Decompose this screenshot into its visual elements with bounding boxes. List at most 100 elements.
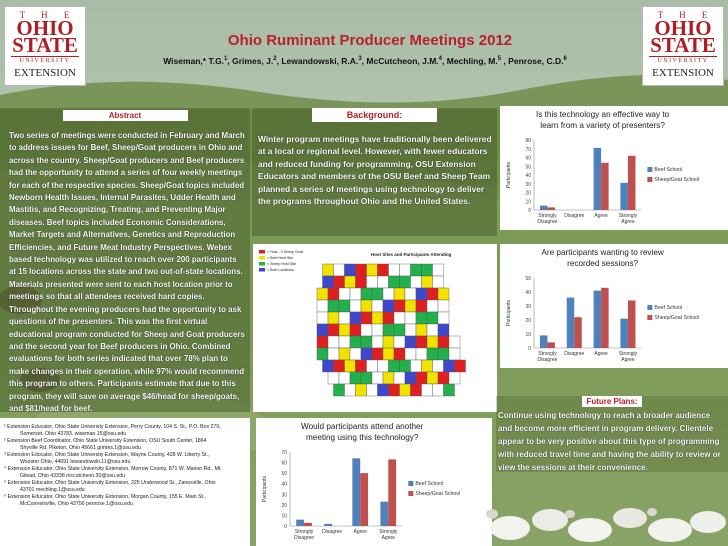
county-shape [443,359,455,373]
logo-rule [649,56,717,57]
county-shape [415,323,428,337]
logo-extension: EXTENSION [643,67,723,79]
county-shape [404,323,417,337]
affiliation-line: Somerset, Ohio 43783. wiseman.15@osu.edu [20,430,127,437]
bar [547,207,555,210]
county-shape [333,275,345,289]
county-shape [404,299,417,313]
legend-swatch [647,177,653,182]
bar [593,290,602,348]
legend-label: Beef School [654,167,682,173]
county-shape [349,287,362,301]
map-legend-label: = Sheep Host Site [267,262,296,266]
y-tick-label: 10 [281,513,287,519]
y-tick-label: 30 [281,492,287,498]
county-shape [437,323,450,337]
county-shape [360,323,373,337]
county-shape [338,371,351,385]
county-shape [393,311,406,325]
y-tick-label: 20 [525,191,531,197]
county-shape [437,335,450,349]
county-shape [360,287,373,301]
county-shape [327,347,340,361]
y-axis-label: Participants [506,299,512,326]
bar [539,205,548,210]
county-shape [388,383,400,397]
y-tick-label: 10 [525,199,531,205]
bar [620,182,628,210]
county-shape [404,311,417,325]
logo-ohio: OHIO [16,16,74,40]
abstract-text: Two series of meetings were conducted in… [9,131,245,413]
county-shape [410,359,422,373]
y-tick-label: 30 [525,182,531,188]
x-tick-label: Strongly [379,529,398,535]
county-shape [399,359,411,373]
author-affiliations: ¹ Extension Educator, Ohio State Univers… [0,418,250,546]
county-shape [426,371,439,385]
county-shape [349,299,362,313]
county-shape [426,347,439,361]
county-shape [382,335,395,349]
logo-rule [11,56,79,57]
bar [380,501,389,526]
county-shape [327,371,340,385]
x-tick-label: Agree [594,351,608,357]
county-shape [399,275,411,289]
county-shape [432,263,444,277]
sheep-flock-image [486,508,726,542]
author-name: Lewandowski, R.A. [281,56,359,66]
county-shape [437,347,450,361]
bar [627,155,636,210]
osu-extension-logo-left: T H E OHIO STATE UNIVERSITY EXTENSION [4,6,86,86]
x-tick-label: Strongly [619,213,638,219]
county-shape [338,335,351,349]
map-title: Host Sites and Participants Attending [371,252,452,257]
county-shape [437,311,450,325]
county-shape [432,275,444,289]
bar [593,147,602,210]
affiliation-line: Wooster Ohio, 44691 lewandowski.11@osu.e… [20,458,131,465]
x-tick-label: Agree [382,535,396,541]
logo-university: UNIVERSITY [657,58,709,64]
y-tick-label: 70 [525,147,531,153]
county-shape [327,299,340,313]
county-shape [388,359,400,373]
affiliation-line: ⁶ Extension Educator, Ohio State Univers… [4,493,206,500]
x-tick-label: Disagree [564,351,584,357]
affiliation-line: ² Extension Beef Coordinator, Ohio State… [4,437,207,444]
county-shape [399,383,411,397]
future-plans-heading: Future Plans: [582,396,642,407]
legend-swatch [647,305,653,310]
county-shape [426,335,439,349]
county-shape [371,347,384,361]
chart-attend-another-meeting: Would participants attend another meeting… [256,418,492,546]
county-shape [371,323,384,337]
background-section: Background: Winter program meetings have… [252,108,497,236]
county-shape [415,299,428,313]
logo-extension: EXTENSION [5,67,85,79]
chart-effective-way-to-learn: Is this technology an effective way to le… [500,106,728,230]
bar [566,297,575,348]
y-tick-label: 50 [525,164,531,170]
county-shape [393,287,406,301]
county-shape [426,311,439,325]
bar [620,318,628,348]
legend-label: Sheep/Goat School [415,491,460,497]
bar [601,287,609,348]
county-shape [393,299,406,313]
county-shape [448,371,461,385]
county-shape [437,299,450,313]
x-tick-label: Disagree [537,219,557,225]
affiliation-line: ¹ Extension Educator, Ohio State Univers… [4,424,221,430]
county-shape [421,359,433,373]
bar [360,473,369,526]
author-list: Wiseman,* T.G.1, Grimes, J.2, Lewandowsk… [163,56,567,66]
map-legend-swatch [259,262,265,266]
county-shape [437,287,450,301]
county-shape [393,347,406,361]
county-shape [316,335,329,349]
county-shape [316,323,329,337]
county-shape [426,323,439,337]
